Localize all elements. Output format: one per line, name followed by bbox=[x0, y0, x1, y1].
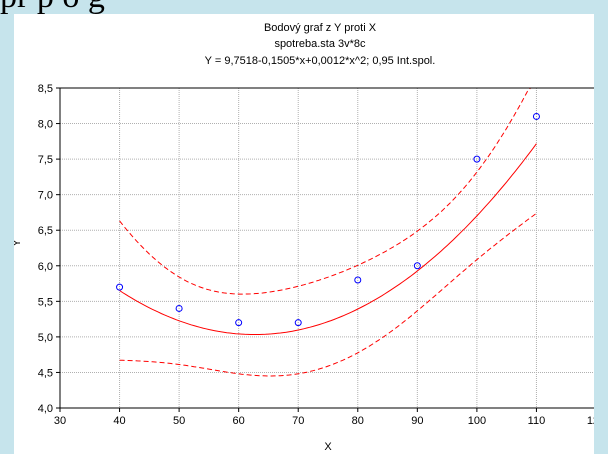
chart-panel: Bodový graf z Y proti X spotreba.sta 3v*… bbox=[14, 14, 594, 454]
x-tick-label: 70 bbox=[292, 415, 304, 427]
data-point bbox=[116, 283, 124, 291]
chart-subtitle: spotreba.sta 3v*8c bbox=[274, 38, 366, 50]
fit-line bbox=[119, 143, 537, 335]
y-tick-label: 8,5 bbox=[38, 83, 53, 95]
x-tick-label: 110 bbox=[528, 415, 546, 427]
confidence-lower bbox=[119, 212, 537, 377]
y-axis-label: Y bbox=[14, 239, 23, 247]
y-tick-label: 6,5 bbox=[38, 225, 53, 237]
grid-lines bbox=[60, 88, 594, 408]
x-tick-label: 80 bbox=[352, 415, 364, 427]
x-tick-labels: 30 40 50 60 70 80 90 100 110 120 bbox=[54, 408, 594, 427]
y-tick-label: 6,0 bbox=[38, 261, 53, 273]
data-point bbox=[532, 112, 540, 120]
y-tick-label: 7,5 bbox=[38, 154, 53, 166]
x-tick-label: 40 bbox=[113, 415, 125, 427]
y-tick-label: 5,5 bbox=[38, 296, 53, 308]
data-point bbox=[235, 319, 243, 327]
x-tick-label: 50 bbox=[173, 415, 185, 427]
y-tick-label: 4,5 bbox=[38, 367, 53, 379]
data-point bbox=[354, 276, 362, 284]
chart-equation: Y = 9,7518-0,1505*x+0,0012*x^2; 0,95 Int… bbox=[205, 55, 436, 67]
y-tick-label: 4,0 bbox=[38, 403, 53, 415]
x-tick-label: 120 bbox=[587, 415, 594, 427]
x-axis-label: X bbox=[324, 441, 332, 453]
plot-frame bbox=[59, 87, 594, 409]
x-tick-label: 100 bbox=[468, 415, 486, 427]
x-tick-label: 60 bbox=[233, 415, 245, 427]
confidence-upper bbox=[119, 87, 537, 295]
y-tick-label: 7,0 bbox=[38, 190, 53, 202]
x-tick-label: 30 bbox=[54, 415, 66, 427]
y-tick-label: 8,0 bbox=[38, 119, 53, 131]
chart-title: Bodový graf z Y proti X bbox=[264, 22, 377, 34]
data-point bbox=[413, 262, 421, 270]
confidence-band bbox=[119, 87, 537, 377]
data-point bbox=[473, 155, 481, 163]
data-points bbox=[116, 112, 540, 327]
data-point bbox=[294, 319, 302, 327]
data-point bbox=[175, 304, 183, 312]
fit-curve bbox=[119, 143, 537, 335]
y-tick-labels: 4,0 4,5 5,0 5,5 6,0 6,5 7,0 7,5 8,0 8,5 bbox=[38, 83, 60, 415]
x-tick-label: 90 bbox=[411, 415, 423, 427]
scatter-chart: Bodový graf z Y proti X spotreba.sta 3v*… bbox=[14, 22, 594, 453]
slide-header-text: pr p o g bbox=[0, 0, 608, 18]
y-tick-label: 5,0 bbox=[38, 332, 53, 344]
